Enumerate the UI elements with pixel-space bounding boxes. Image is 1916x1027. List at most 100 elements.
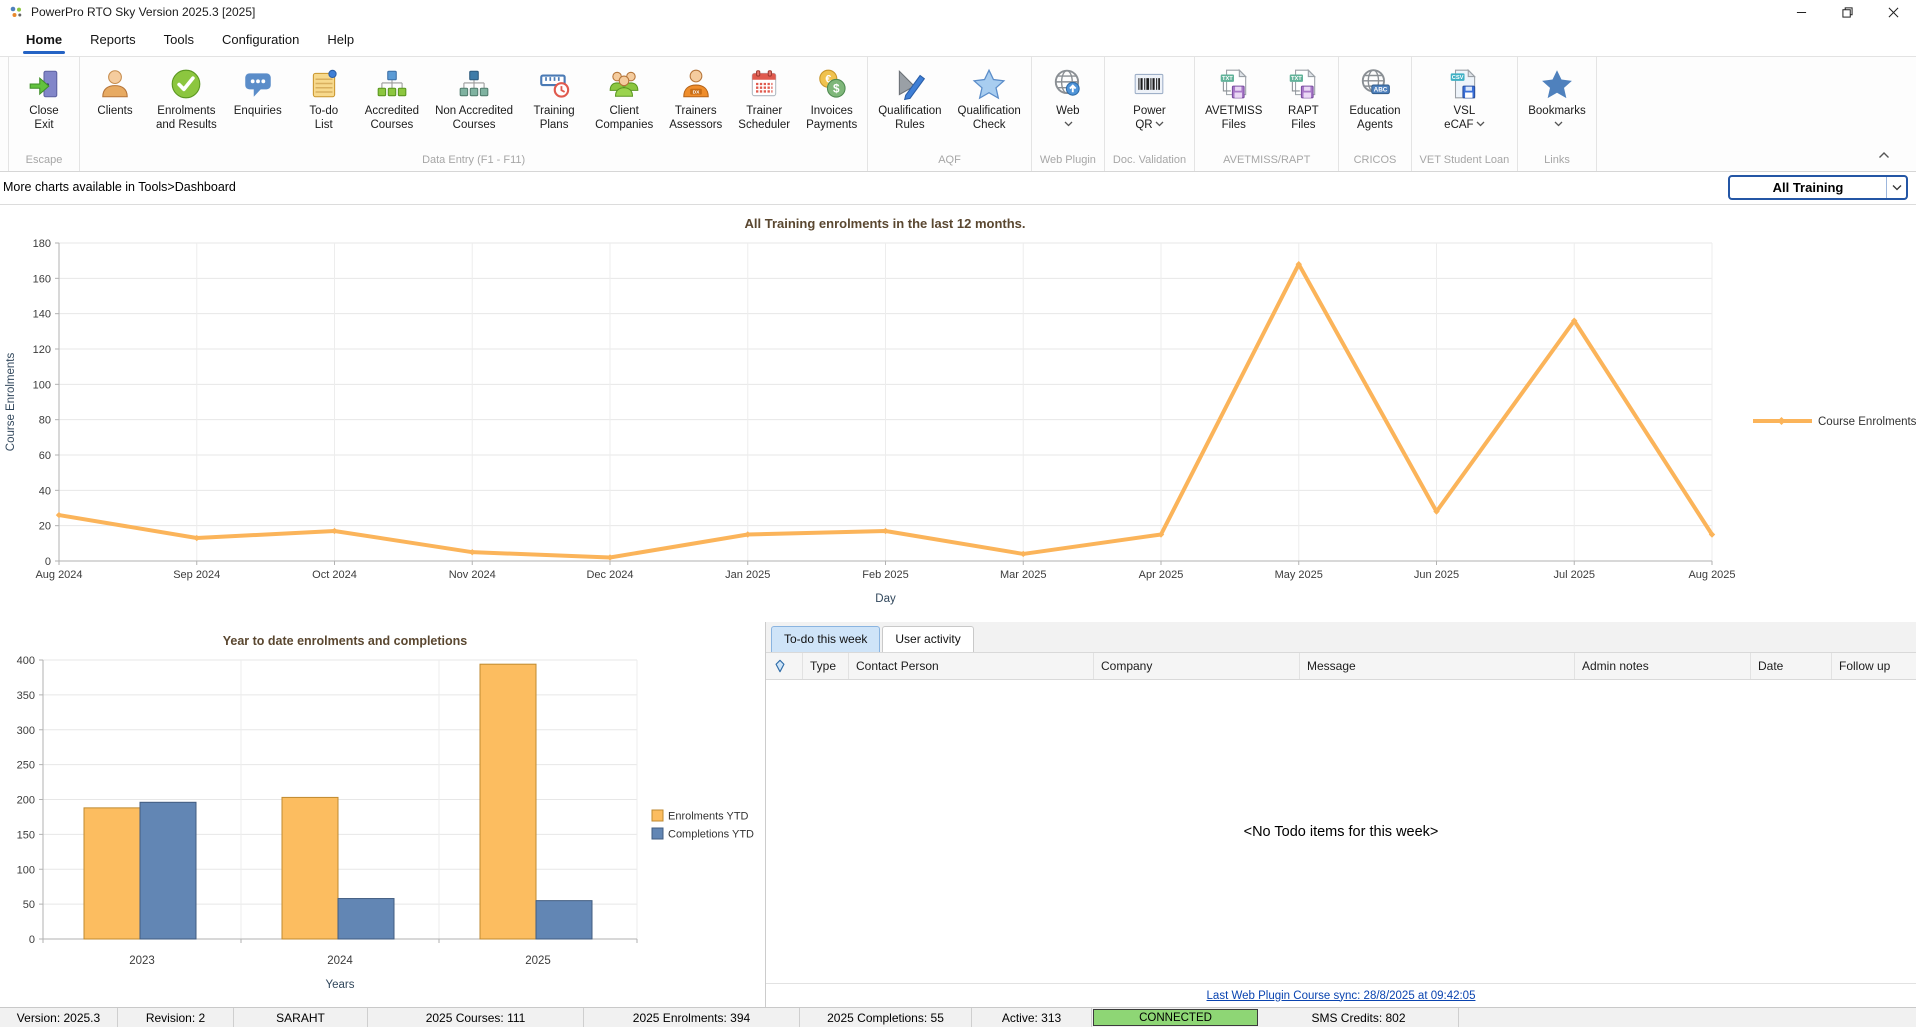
- svg-text:DX: DX: [692, 90, 700, 96]
- minimize-icon: [1796, 7, 1807, 18]
- tab-help[interactable]: Help: [327, 32, 355, 47]
- non-accredited-courses-button[interactable]: Non Accredited Courses: [427, 60, 521, 132]
- todo-column-Company[interactable]: Company: [1094, 653, 1300, 679]
- svg-text:Course Enrolments: Course Enrolments: [1818, 416, 1916, 428]
- csv-file-icon: CSV: [1447, 67, 1481, 101]
- svg-text:140: 140: [33, 309, 51, 321]
- todo-list-button[interactable]: To-do List: [291, 60, 357, 132]
- tab-home[interactable]: Home: [12, 24, 76, 56]
- rapt-files-button[interactable]: TXT RAPT Files: [1270, 60, 1336, 132]
- svg-text:Nov 2024: Nov 2024: [449, 569, 496, 581]
- trainer-scheduler-button[interactable]: Trainer Scheduler: [730, 60, 798, 132]
- svg-text:40: 40: [39, 485, 51, 497]
- globe-upload-icon: [1051, 67, 1085, 101]
- svg-text:CSV: CSV: [1452, 75, 1464, 81]
- vsl-ecaf-button[interactable]: CSV VSL eCAF: [1431, 60, 1497, 132]
- qualification-rules-button-label: Qualification Rules: [878, 105, 942, 131]
- training-filter-combobox[interactable]: All Training: [1728, 175, 1908, 200]
- ribbon-collapse-button[interactable]: [1878, 151, 1890, 159]
- close-button[interactable]: [1870, 0, 1916, 24]
- bar-chart: 0 50 100 150 200 250 300 350 400 2023 2024 2025 Year…: [0, 622, 765, 1007]
- web-button[interactable]: Web: [1035, 60, 1101, 132]
- svg-text:Jul 2025: Jul 2025: [1553, 569, 1595, 581]
- power-qr-button[interactable]: Power QR: [1116, 60, 1182, 132]
- status-sms-credits-802: SMS Credits: 802: [1259, 1008, 1459, 1027]
- training-plans-button[interactable]: Training Plans: [521, 60, 587, 132]
- svg-text:20: 20: [39, 521, 51, 533]
- bottom-section: Year to date enrolments and completions …: [0, 622, 1916, 1007]
- ribbon: Close Exit Escape Clients Enrolments and Resu…: [0, 57, 1916, 172]
- check-circle-icon: [169, 67, 203, 101]
- todo-column-Type[interactable]: Type: [803, 653, 849, 679]
- svg-text:Course Enrolments: Course Enrolments: [5, 353, 17, 452]
- qualification-check-button[interactable]: Qualification Check: [950, 60, 1029, 132]
- ribbon-group-5: TXT AVETMISS Files TXT RAPT Files AVETMISS/RAP…: [1195, 57, 1340, 171]
- svg-text:300: 300: [17, 725, 35, 737]
- svg-text:60: 60: [39, 450, 51, 462]
- svg-text:Jan 2025: Jan 2025: [725, 569, 770, 581]
- todo-column-Date[interactable]: Date: [1751, 653, 1832, 679]
- ribbon-group-caption: Data Entry (F1 - F11): [422, 154, 526, 166]
- education-agents-button[interactable]: ABC Education Agents: [1341, 60, 1408, 132]
- svg-text:150: 150: [17, 829, 35, 841]
- bookmarks-button[interactable]: Bookmarks: [1520, 60, 1594, 132]
- svg-text:Enrolments YTD: Enrolments YTD: [668, 811, 749, 823]
- maximize-button[interactable]: [1824, 0, 1870, 24]
- client-companies-button[interactable]: Client Companies: [587, 60, 661, 132]
- chevron-up-icon: [1878, 151, 1890, 159]
- ribbon-group-caption: AQF: [938, 154, 961, 166]
- svg-text:TXT: TXT: [1222, 76, 1233, 82]
- clients-button[interactable]: Clients: [82, 60, 148, 119]
- qualification-rules-button[interactable]: Qualification Rules: [870, 60, 949, 132]
- subheader: More charts available in Tools>Dashboard…: [0, 172, 1916, 205]
- todo-column-Contact Person[interactable]: Contact Person: [849, 653, 1094, 679]
- ribbon-group-8: Bookmarks Links: [1518, 57, 1597, 171]
- chevron-down-icon: [1476, 121, 1485, 127]
- svg-text:120: 120: [33, 344, 51, 356]
- accredited-courses-button[interactable]: Accredited Courses: [357, 60, 427, 132]
- todo-tab-to-do-this-week[interactable]: To-do this week: [771, 626, 881, 652]
- notepad-pin-icon: [307, 67, 341, 101]
- svg-text:May 2025: May 2025: [1275, 569, 1323, 581]
- invoices-payments-button[interactable]: € $ Invoices Payments: [798, 60, 865, 132]
- titlebar: PowerPro RTO Sky Version 2025.3 [2025]: [0, 0, 1916, 24]
- enrolments-results-button-label: Enrolments and Results: [156, 105, 217, 131]
- svg-text:2024: 2024: [327, 955, 353, 967]
- tab-reports[interactable]: Reports: [90, 32, 136, 47]
- minimize-button[interactable]: [1778, 0, 1824, 24]
- todo-column-Admin notes[interactable]: Admin notes: [1575, 653, 1751, 679]
- status-connected: CONNECTED: [1093, 1009, 1258, 1026]
- todo-column-tag[interactable]: [766, 653, 803, 679]
- tab-tools[interactable]: Tools: [163, 32, 195, 47]
- people-group-icon: [607, 67, 641, 101]
- vsl-ecaf-button-label: VSL eCAF: [1444, 105, 1485, 132]
- status-2025-courses-111: 2025 Courses: 111: [368, 1008, 584, 1027]
- star-outline-icon: [972, 67, 1006, 101]
- exit-door-icon: [27, 67, 61, 101]
- chevron-down-icon[interactable]: [1886, 177, 1906, 198]
- status-saraht: SARAHT: [234, 1008, 368, 1027]
- todo-tab-user-activity[interactable]: User activity: [882, 626, 974, 652]
- svg-text:TXT: TXT: [1291, 76, 1302, 82]
- star-filled-icon: [1540, 67, 1574, 101]
- ribbon-groups: Close Exit Escape Clients Enrolments and Resu…: [8, 57, 1597, 171]
- svg-text:$: $: [833, 82, 840, 95]
- tab-configuration[interactable]: Configuration: [222, 32, 300, 47]
- svg-text:Day: Day: [875, 593, 896, 605]
- svg-text:Feb 2025: Feb 2025: [862, 569, 908, 581]
- close-exit-button[interactable]: Close Exit: [11, 60, 77, 132]
- svg-text:Oct 2024: Oct 2024: [312, 569, 357, 581]
- line-chart-title: All Training enrolments in the last 12 m…: [744, 216, 1026, 231]
- training-filter-value: All Training: [1772, 180, 1844, 195]
- enrolments-results-button[interactable]: Enrolments and Results: [148, 60, 225, 132]
- education-agents-button-label: Education Agents: [1349, 105, 1401, 131]
- todo-column-Message[interactable]: Message: [1300, 653, 1575, 679]
- web-plugin-sync-link[interactable]: Last Web Plugin Course sync: 28/8/2025 a…: [1206, 989, 1476, 1002]
- todo-column-Follow up[interactable]: Follow up: [1839, 659, 1891, 673]
- enquiries-button[interactable]: Enquiries: [225, 60, 291, 119]
- trainers-assessors-button[interactable]: DX Trainers Assessors: [661, 60, 730, 132]
- accredited-courses-button-label: Accredited Courses: [364, 105, 420, 131]
- ribbon-group-caption: CRICOS: [1353, 154, 1397, 166]
- trainers-assessors-button-label: Trainers Assessors: [669, 105, 723, 131]
- avetmiss-files-button[interactable]: TXT AVETMISS Files: [1197, 60, 1270, 132]
